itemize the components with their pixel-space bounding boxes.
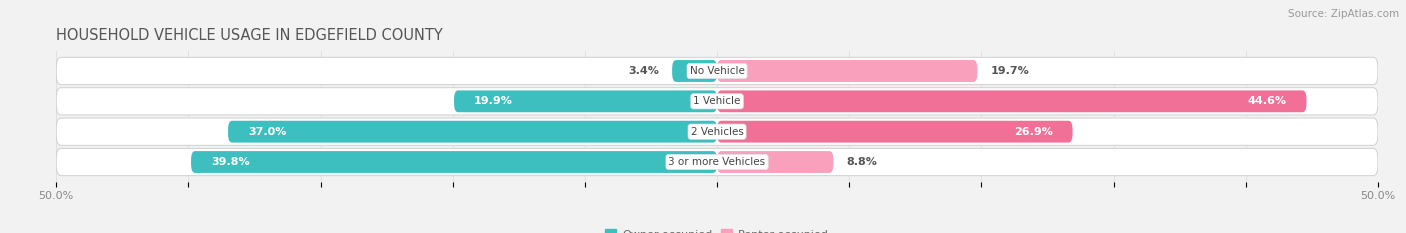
FancyBboxPatch shape	[56, 88, 1378, 115]
Text: No Vehicle: No Vehicle	[689, 66, 745, 76]
FancyBboxPatch shape	[672, 60, 717, 82]
Text: HOUSEHOLD VEHICLE USAGE IN EDGEFIELD COUNTY: HOUSEHOLD VEHICLE USAGE IN EDGEFIELD COU…	[56, 28, 443, 43]
FancyBboxPatch shape	[717, 60, 977, 82]
Text: 37.0%: 37.0%	[247, 127, 287, 137]
FancyBboxPatch shape	[56, 118, 1378, 145]
Text: Source: ZipAtlas.com: Source: ZipAtlas.com	[1288, 9, 1399, 19]
Text: 19.7%: 19.7%	[991, 66, 1029, 76]
Legend: Owner-occupied, Renter-occupied: Owner-occupied, Renter-occupied	[600, 225, 834, 233]
Text: 1 Vehicle: 1 Vehicle	[693, 96, 741, 106]
Text: 39.8%: 39.8%	[211, 157, 249, 167]
FancyBboxPatch shape	[717, 90, 1306, 112]
FancyBboxPatch shape	[454, 90, 717, 112]
Text: 8.8%: 8.8%	[846, 157, 877, 167]
Text: 3.4%: 3.4%	[628, 66, 659, 76]
Text: 3 or more Vehicles: 3 or more Vehicles	[668, 157, 766, 167]
FancyBboxPatch shape	[717, 121, 1073, 143]
FancyBboxPatch shape	[56, 148, 1378, 176]
Text: 2 Vehicles: 2 Vehicles	[690, 127, 744, 137]
FancyBboxPatch shape	[191, 151, 717, 173]
Text: 19.9%: 19.9%	[474, 96, 513, 106]
Text: 44.6%: 44.6%	[1247, 96, 1286, 106]
FancyBboxPatch shape	[228, 121, 717, 143]
FancyBboxPatch shape	[717, 151, 834, 173]
FancyBboxPatch shape	[56, 57, 1378, 85]
Text: 26.9%: 26.9%	[1014, 127, 1053, 137]
